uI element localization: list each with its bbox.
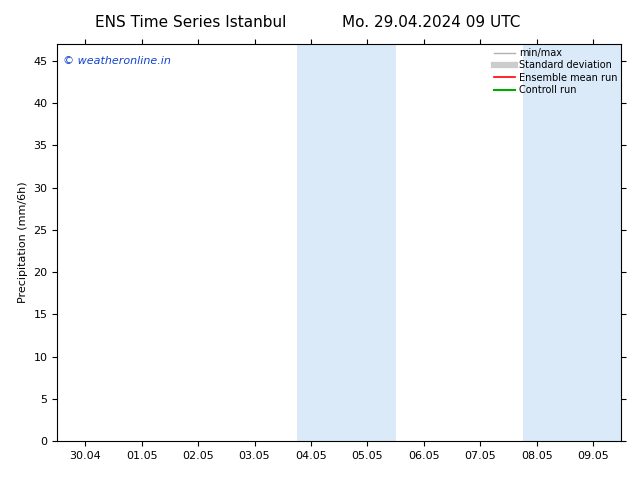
Bar [522, 44, 621, 441]
Text: © weatheronline.in: © weatheronline.in [63, 56, 171, 66]
Text: Mo. 29.04.2024 09 UTC: Mo. 29.04.2024 09 UTC [342, 15, 521, 30]
Bar [297, 44, 396, 441]
Y-axis label: Precipitation (mm/6h): Precipitation (mm/6h) [18, 182, 28, 303]
Legend: min/max, Standard deviation, Ensemble mean run, Controll run: min/max, Standard deviation, Ensemble me… [492, 46, 619, 97]
Text: ENS Time Series Istanbul: ENS Time Series Istanbul [94, 15, 286, 30]
